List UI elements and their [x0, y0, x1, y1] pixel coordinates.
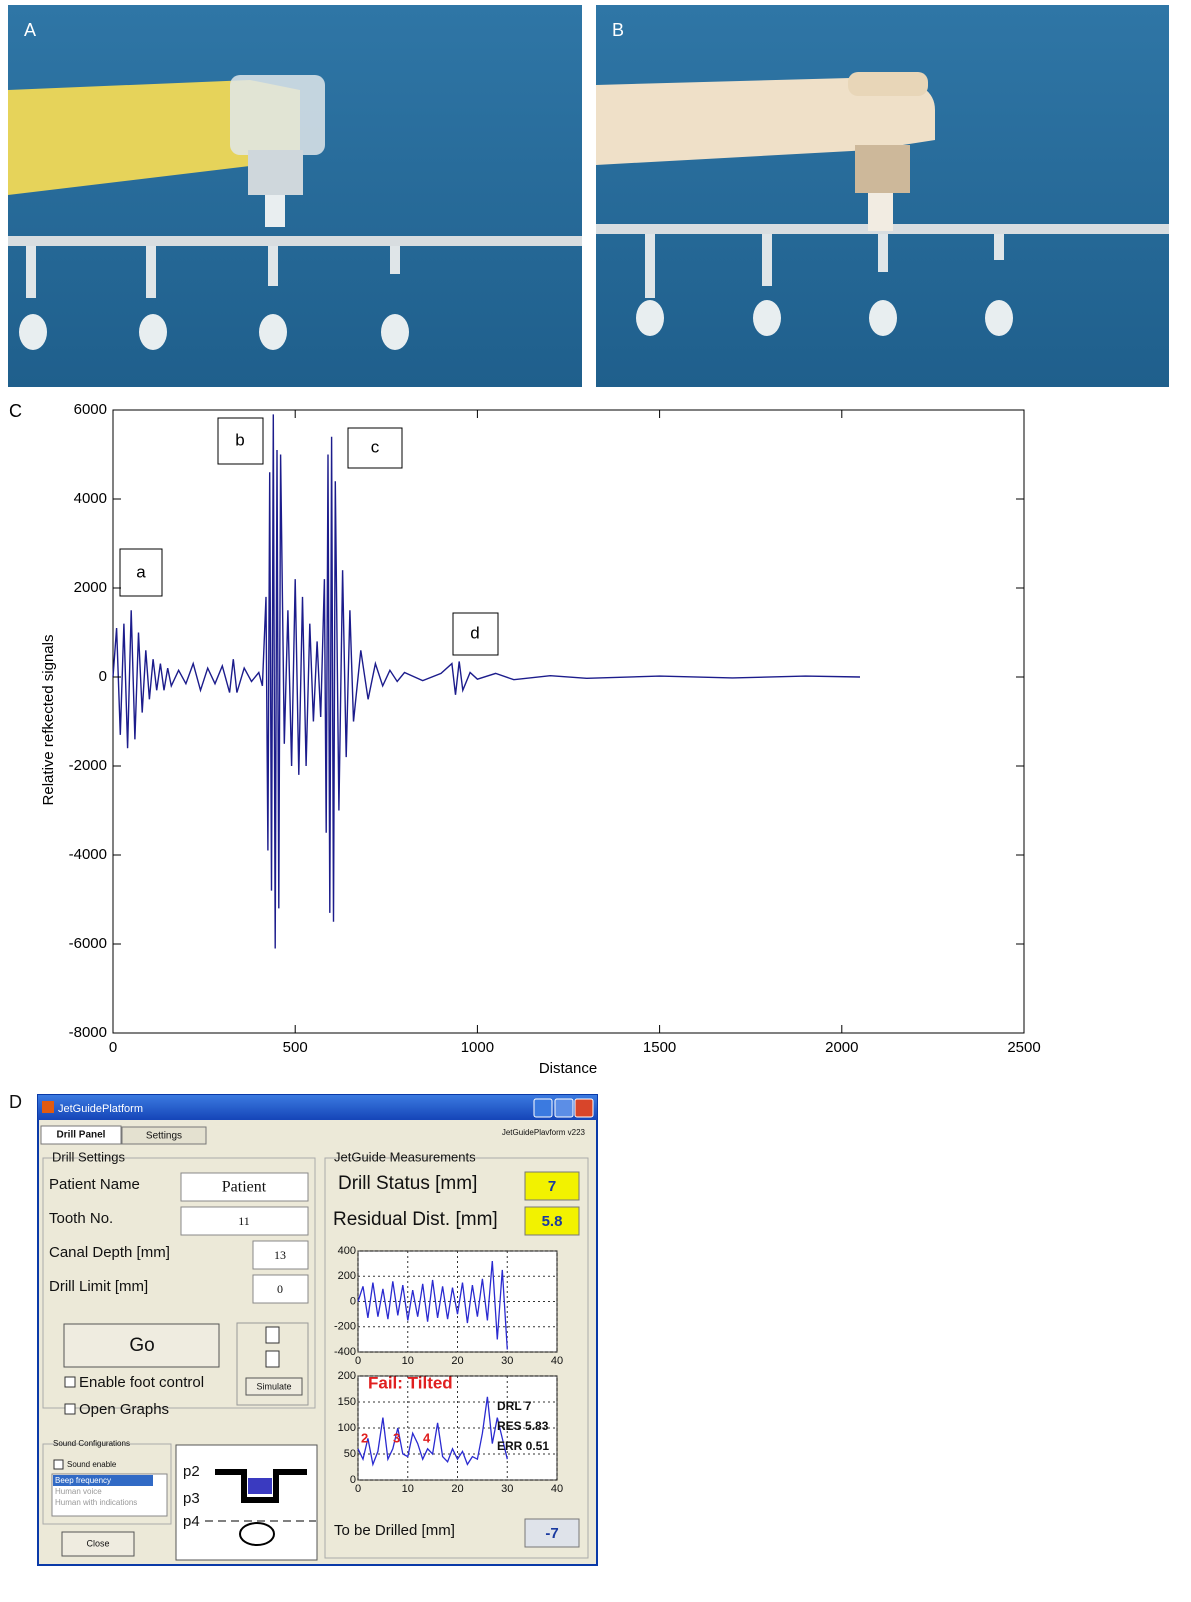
up-button[interactable]	[266, 1327, 279, 1343]
y-tick-label: -200	[334, 1321, 356, 1333]
x-tick-label: 40	[551, 1483, 563, 1495]
signal-line	[113, 414, 860, 948]
panel-label: C	[9, 401, 22, 421]
group-title: JetGuide Measurements	[334, 1149, 476, 1164]
y-tick-label: 0	[350, 1474, 356, 1486]
measure-label: To be Drilled [mm]	[334, 1522, 455, 1539]
annotation: b	[235, 430, 244, 449]
checkbox[interactable]	[54, 1460, 63, 1469]
input-value: 0	[277, 1282, 283, 1296]
checkbox-label[interactable]: Enable foot control	[79, 1374, 204, 1391]
y-tick-label: 6000	[74, 401, 107, 418]
x-tick-label: 2500	[1007, 1039, 1040, 1056]
y-tick-label: 100	[338, 1422, 356, 1434]
y-tick-label: 4000	[74, 490, 107, 507]
x-tick-label: 20	[451, 1355, 463, 1367]
readout: ERR 0.51	[497, 1439, 549, 1453]
y-tick-label: -400	[334, 1346, 356, 1358]
diagram-label: p3	[183, 1490, 200, 1507]
peak-marker: 2	[361, 1430, 368, 1445]
checkbox-label[interactable]: Sound enable	[67, 1460, 117, 1469]
photo-b: B	[596, 5, 1169, 387]
x-tick-label: 10	[402, 1483, 414, 1495]
field-label: Canal Depth [mm]	[49, 1244, 170, 1261]
y-axis-label: Relative refkected signals	[40, 635, 57, 806]
field-label: Patient Name	[49, 1176, 140, 1193]
x-tick-label: 10	[402, 1355, 414, 1367]
panel-label: B	[612, 20, 624, 40]
x-tick-label: 1000	[461, 1039, 494, 1056]
panel-label: A	[24, 20, 36, 40]
y-tick-label: 200	[338, 1270, 356, 1282]
diagram-label: p2	[183, 1463, 200, 1480]
measure-label: Drill Status [mm]	[338, 1173, 477, 1194]
y-tick-label: 0	[99, 668, 107, 685]
y-tick-label: -2000	[69, 757, 107, 774]
x-tick-label: 2000	[825, 1039, 858, 1056]
figure: A B C Distance Relative refkected signal…	[0, 0, 1191, 1597]
checkbox[interactable]	[65, 1377, 75, 1387]
x-tick-label: 1500	[643, 1039, 676, 1056]
field-label: Tooth No.	[49, 1210, 113, 1227]
simulate-label[interactable]: Simulate	[256, 1381, 291, 1391]
x-tick-label: 20	[451, 1483, 463, 1495]
x-tick-label: 0	[109, 1039, 117, 1056]
status-text: Fail: Tilted	[368, 1373, 453, 1392]
list-item[interactable]: Human with indications	[55, 1498, 137, 1507]
go-label[interactable]: Go	[129, 1335, 154, 1356]
app-window: D JetGuidePlatform Drill Panel Settings …	[9, 1092, 597, 1565]
chart: C Distance Relative refkected signals a …	[9, 401, 1041, 1077]
peak-marker: 4	[423, 1430, 431, 1445]
measure-label: Residual Dist. [mm]	[333, 1209, 498, 1230]
x-tick-label: 30	[501, 1355, 513, 1367]
x-tick-label: 30	[501, 1483, 513, 1495]
input-value: 11	[238, 1214, 250, 1228]
y-tick-label: 0	[350, 1295, 356, 1307]
close-window-button[interactable]	[575, 1099, 593, 1117]
annotation: a	[136, 562, 146, 581]
diagram-label: p4	[183, 1513, 200, 1530]
down-button[interactable]	[266, 1351, 279, 1367]
group-title: Sound Configurations	[53, 1439, 130, 1448]
y-tick-label: -6000	[69, 935, 107, 952]
y-tick-label: 200	[338, 1370, 356, 1382]
tab-label[interactable]: Drill Panel	[57, 1130, 106, 1141]
readout: RES 5.83	[497, 1419, 549, 1433]
measure-value: 5.8	[542, 1213, 563, 1230]
y-tick-label: -8000	[69, 1024, 107, 1041]
readout: DRL 7	[497, 1399, 532, 1413]
photo-a: A	[8, 5, 582, 387]
annotation: d	[470, 623, 479, 642]
y-tick-label: 2000	[74, 579, 107, 596]
checkbox[interactable]	[65, 1404, 75, 1414]
y-tick-label: -4000	[69, 846, 107, 863]
peak-marker: 3	[393, 1430, 400, 1445]
group-title: Drill Settings	[52, 1149, 125, 1164]
y-tick-label: 50	[344, 1448, 356, 1460]
plot-frame	[113, 410, 1024, 1033]
minimize-button[interactable]	[534, 1099, 552, 1117]
checkbox-label[interactable]: Open Graphs	[79, 1401, 169, 1418]
measure-value: 7	[548, 1178, 556, 1195]
tab-label[interactable]: Settings	[146, 1131, 182, 1142]
maximize-button[interactable]	[555, 1099, 573, 1117]
x-tick-label: 500	[283, 1039, 308, 1056]
version: JetGuidePlavform v223	[502, 1128, 586, 1137]
measure-value: -7	[545, 1525, 558, 1542]
field-label: Drill Limit [mm]	[49, 1278, 148, 1295]
input-value: 13	[274, 1248, 286, 1262]
list-item[interactable]: Human voice	[55, 1487, 102, 1496]
list-item[interactable]: Beep frequency	[55, 1476, 111, 1485]
window-title: JetGuidePlatform	[58, 1103, 143, 1115]
y-tick-label: 150	[338, 1396, 356, 1408]
close-label[interactable]: Close	[86, 1538, 109, 1548]
annotation: c	[371, 437, 380, 456]
x-axis-label: Distance	[539, 1060, 597, 1077]
y-tick-label: 400	[338, 1245, 356, 1257]
x-tick-label: 40	[551, 1355, 563, 1367]
panel-label: D	[9, 1092, 22, 1112]
input-value: Patient	[222, 1179, 267, 1196]
